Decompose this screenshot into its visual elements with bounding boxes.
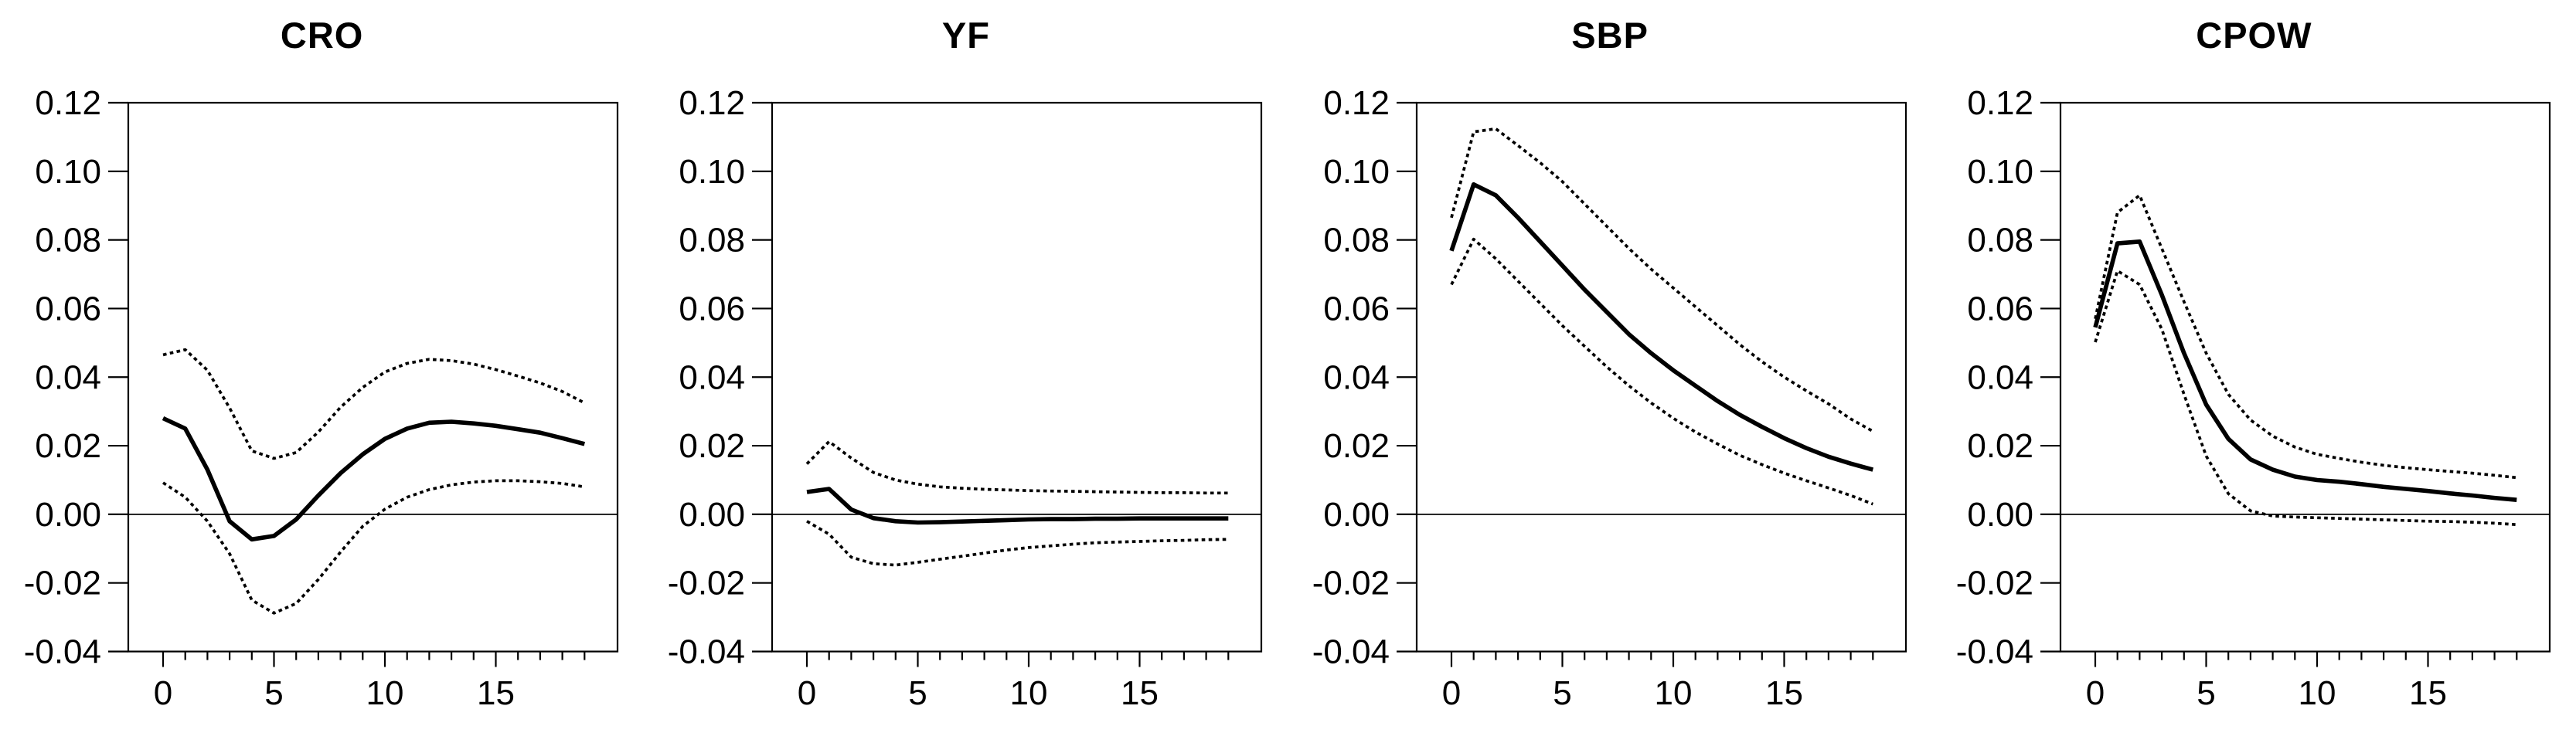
x-tick-label: 5	[264, 674, 283, 712]
plot-frame	[771, 101, 1263, 653]
x-tick-label: 10	[366, 674, 404, 712]
y-tick-label: -0.04	[24, 633, 101, 671]
plot-frame	[1415, 101, 1907, 653]
x-tick-label: 10	[2298, 674, 2336, 712]
y-tick-label: 0.08	[1323, 222, 1390, 260]
y-tick-label: 0.06	[1967, 290, 2033, 327]
y-tick-label: 0.12	[679, 84, 746, 122]
y-tick-label: 0.02	[1967, 427, 2033, 465]
series-lower_band-line	[2093, 269, 2517, 527]
y-tick-label: 0.10	[1323, 153, 1390, 191]
panel-title-cpow: CPOW	[2196, 15, 2312, 56]
x-tick-label: 0	[154, 674, 172, 712]
y-tick-label: 0.08	[35, 222, 101, 260]
panel-title-yf: YF	[941, 15, 990, 56]
plot-yf: 0.12 0.10 0.08 0.06 0.04 0.02 0.00 -0.02 -0.04 0 5…	[668, 84, 1263, 712]
y-tick-label: -0.02	[668, 565, 745, 602]
panel-sbp: SBP 0.12 0.10 0.08 0.06 0.04 0.02 0.00 -0.02 -0.…	[1288, 0, 1932, 733]
panel-cro: CRO 0.12 0.10 0.08 0.06 0.04 0.02 0.00 -0.02 -0.…	[0, 0, 644, 733]
panel-cpow: CPOW 0.12 0.10 0.08 0.06 0.04 0.02 0.00 -0.02 -0…	[1932, 0, 2576, 733]
series-response-line	[2093, 239, 2517, 502]
y-tick-label: 0.08	[1967, 222, 2033, 260]
x-tick-label: 10	[1654, 674, 1692, 712]
y-tick-label: 0.12	[1323, 84, 1390, 122]
y-tick-label: 0.10	[679, 153, 746, 191]
y-tick-label: 0.00	[1967, 496, 2033, 534]
y-tick-label: 0.12	[1967, 84, 2033, 122]
panel-title-sbp: SBP	[1571, 15, 1649, 56]
x-tick-label: 0	[2086, 674, 2105, 712]
series-lower_band-line	[162, 479, 585, 615]
y-tick-label: -0.04	[668, 633, 745, 671]
plot-frame	[127, 101, 619, 653]
plot-sbp: 0.12 0.10 0.08 0.06 0.04 0.02 0.00 -0.02 -0.04 0 5…	[1312, 84, 1907, 712]
panel-yf: YF 0.12 0.10 0.08 0.06 0.04 0.02 0.00 -0.02 -0.0…	[644, 0, 1288, 733]
y-tick-label: 0.00	[35, 496, 101, 534]
y-tick-label: 0.02	[679, 427, 746, 465]
series-response-line	[162, 416, 586, 542]
x-tick-label: 10	[1010, 674, 1048, 712]
y-tick-label: 0.04	[679, 358, 746, 396]
y-tick-label: -0.02	[1312, 565, 1389, 602]
x-tick-label: 15	[1121, 674, 1159, 712]
y-tick-label: 0.10	[1967, 153, 2033, 191]
plot-frame	[2059, 101, 2550, 653]
y-tick-label: 0.12	[35, 84, 101, 122]
y-tick-label: -0.04	[1955, 633, 2033, 671]
x-tick-label: 5	[909, 674, 927, 712]
plot-cro: 0.12 0.10 0.08 0.06 0.04 0.02 0.00 -0.02 -0.04 0 5…	[24, 84, 619, 712]
y-tick-label: -0.04	[1312, 633, 1389, 671]
series-upper_band-line	[2093, 194, 2517, 480]
y-tick-label: -0.02	[24, 565, 101, 602]
y-tick-label: 0.00	[679, 496, 746, 534]
panel-title-cro: CRO	[280, 15, 364, 56]
y-tick-label: 0.06	[35, 290, 101, 327]
x-tick-label: 15	[2409, 674, 2447, 712]
x-tick-label: 15	[477, 674, 515, 712]
x-tick-label: 15	[1765, 674, 1803, 712]
y-tick-label: 0.02	[35, 427, 101, 465]
series-upper_band-line	[805, 439, 1229, 495]
plot-cpow: 0.12 0.10 0.08 0.06 0.04 0.02 0.00 -0.02 -0.04 0 5…	[1955, 84, 2550, 712]
y-tick-label: 0.00	[1323, 496, 1390, 534]
x-tick-label: 5	[2197, 674, 2215, 712]
series-response-line	[806, 487, 1229, 525]
y-tick-label: 0.06	[679, 290, 746, 327]
y-tick-label: 0.04	[1967, 358, 2033, 396]
y-tick-label: 0.08	[679, 222, 746, 260]
series-upper_band-line	[162, 348, 586, 460]
series-lower_band-line	[806, 520, 1229, 567]
y-tick-label: 0.04	[1323, 358, 1390, 396]
y-tick-label: 0.06	[1323, 290, 1390, 327]
y-tick-label: 0.02	[1323, 427, 1390, 465]
y-tick-label: 0.10	[35, 153, 101, 191]
x-tick-label: 0	[1441, 674, 1460, 712]
x-tick-label: 0	[798, 674, 816, 712]
x-tick-label: 5	[1553, 674, 1571, 712]
series-upper_band-line	[1449, 127, 1873, 433]
y-tick-label: 0.04	[35, 358, 101, 396]
y-tick-label: -0.02	[1955, 565, 2033, 602]
series-response-line	[1448, 182, 1873, 472]
